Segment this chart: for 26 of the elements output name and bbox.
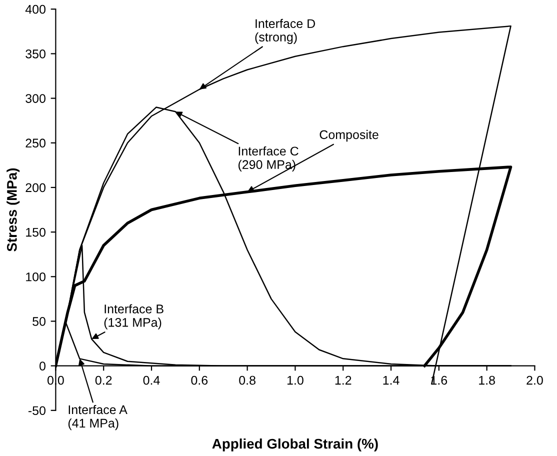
x-axis-title: Applied Global Strain (%) xyxy=(212,438,378,452)
annotation: Interface C (290 MPa) xyxy=(238,146,298,172)
y-tick-label: 250 xyxy=(26,138,46,148)
x-tick-label: 1.2 xyxy=(335,376,352,385)
y-tick-label: 300 xyxy=(26,94,46,103)
x-tick-label: 0.8 xyxy=(239,376,256,385)
annotation: Interface D (strong) xyxy=(255,18,316,44)
annotation: Interface B (131 MPa) xyxy=(104,304,164,330)
x-tick-label: 0.4 xyxy=(143,376,160,385)
y-tick-label: 350 xyxy=(26,50,46,58)
y-tick-label: 0 xyxy=(40,362,46,370)
y-tick-label: 150 xyxy=(26,228,46,237)
y-tick-label: 200 xyxy=(26,183,46,192)
annotation: Interface A (41 MPa) xyxy=(68,404,128,430)
y-tick-label: 400 xyxy=(25,4,46,14)
x-tick-label: 0.2 xyxy=(95,376,112,385)
y-tick-label: 100 xyxy=(26,272,46,282)
y-axis-title: Stress (MPa) xyxy=(6,168,20,252)
y-tick-label: -50 xyxy=(28,406,46,416)
x-tick-label: 1.0 xyxy=(287,376,304,385)
x-tick-label: 1.4 xyxy=(383,376,400,385)
annotation: Composite xyxy=(320,130,378,142)
x-tick-label: 2.0 xyxy=(526,376,543,385)
x-tick-label: 1.8 xyxy=(479,376,495,385)
x-tick-label: 0.6 xyxy=(191,376,208,385)
y-tick-label: 50 xyxy=(32,317,46,326)
